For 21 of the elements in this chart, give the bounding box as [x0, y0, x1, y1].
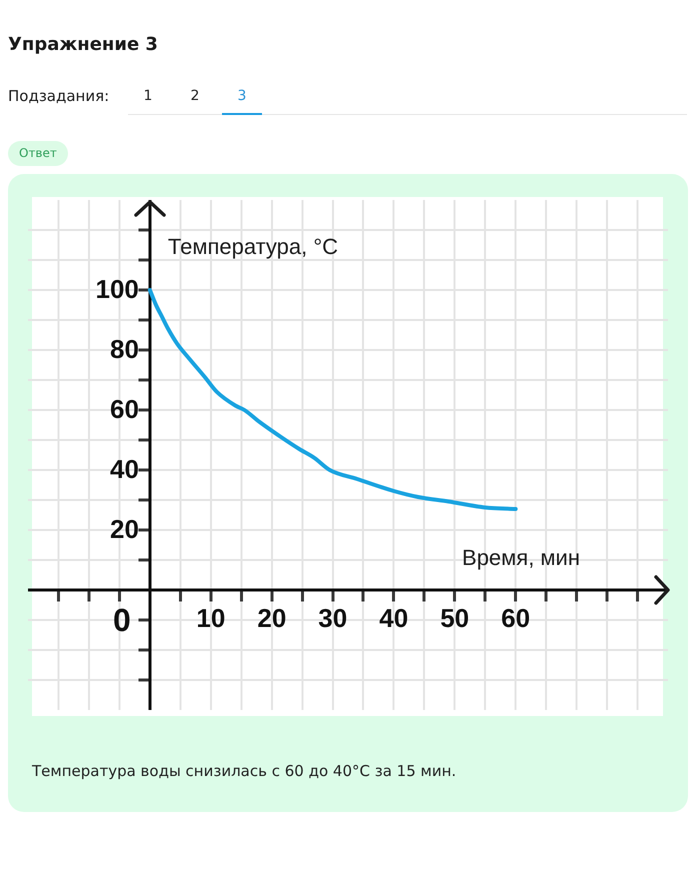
x-tick-label: 30 — [318, 602, 348, 633]
y-tick-label: 80 — [110, 334, 139, 364]
tab[interactable]: 1 — [128, 84, 168, 115]
x-tick-label: 50 — [440, 602, 470, 633]
answer-badge: Ответ — [8, 141, 68, 166]
x-axis-title: Время, мин — [462, 545, 580, 570]
tab[interactable]: 2 — [175, 84, 215, 115]
text: Подзадания: — [8, 86, 110, 106]
chart-title: Упражнение 3 — [8, 33, 158, 57]
x-tick-label: 40 — [379, 602, 408, 633]
x-tick-label: 20 — [257, 602, 286, 633]
x-tick-label: 60 — [501, 602, 530, 633]
line-series — [148, 288, 518, 511]
y-tick-label: 40 — [110, 454, 139, 484]
y-tick-label: 60 — [110, 394, 139, 424]
y-axis-title: Температура, °C — [168, 234, 338, 260]
text: Температура воды снизилась с 60 до 40°C за 15 мин. — [32, 761, 456, 782]
annotation: 0 — [113, 602, 131, 638]
y-tick-label: 100 — [96, 274, 139, 304]
x-tick-label: 10 — [196, 602, 226, 633]
y-tick-label: 20 — [110, 514, 139, 544]
